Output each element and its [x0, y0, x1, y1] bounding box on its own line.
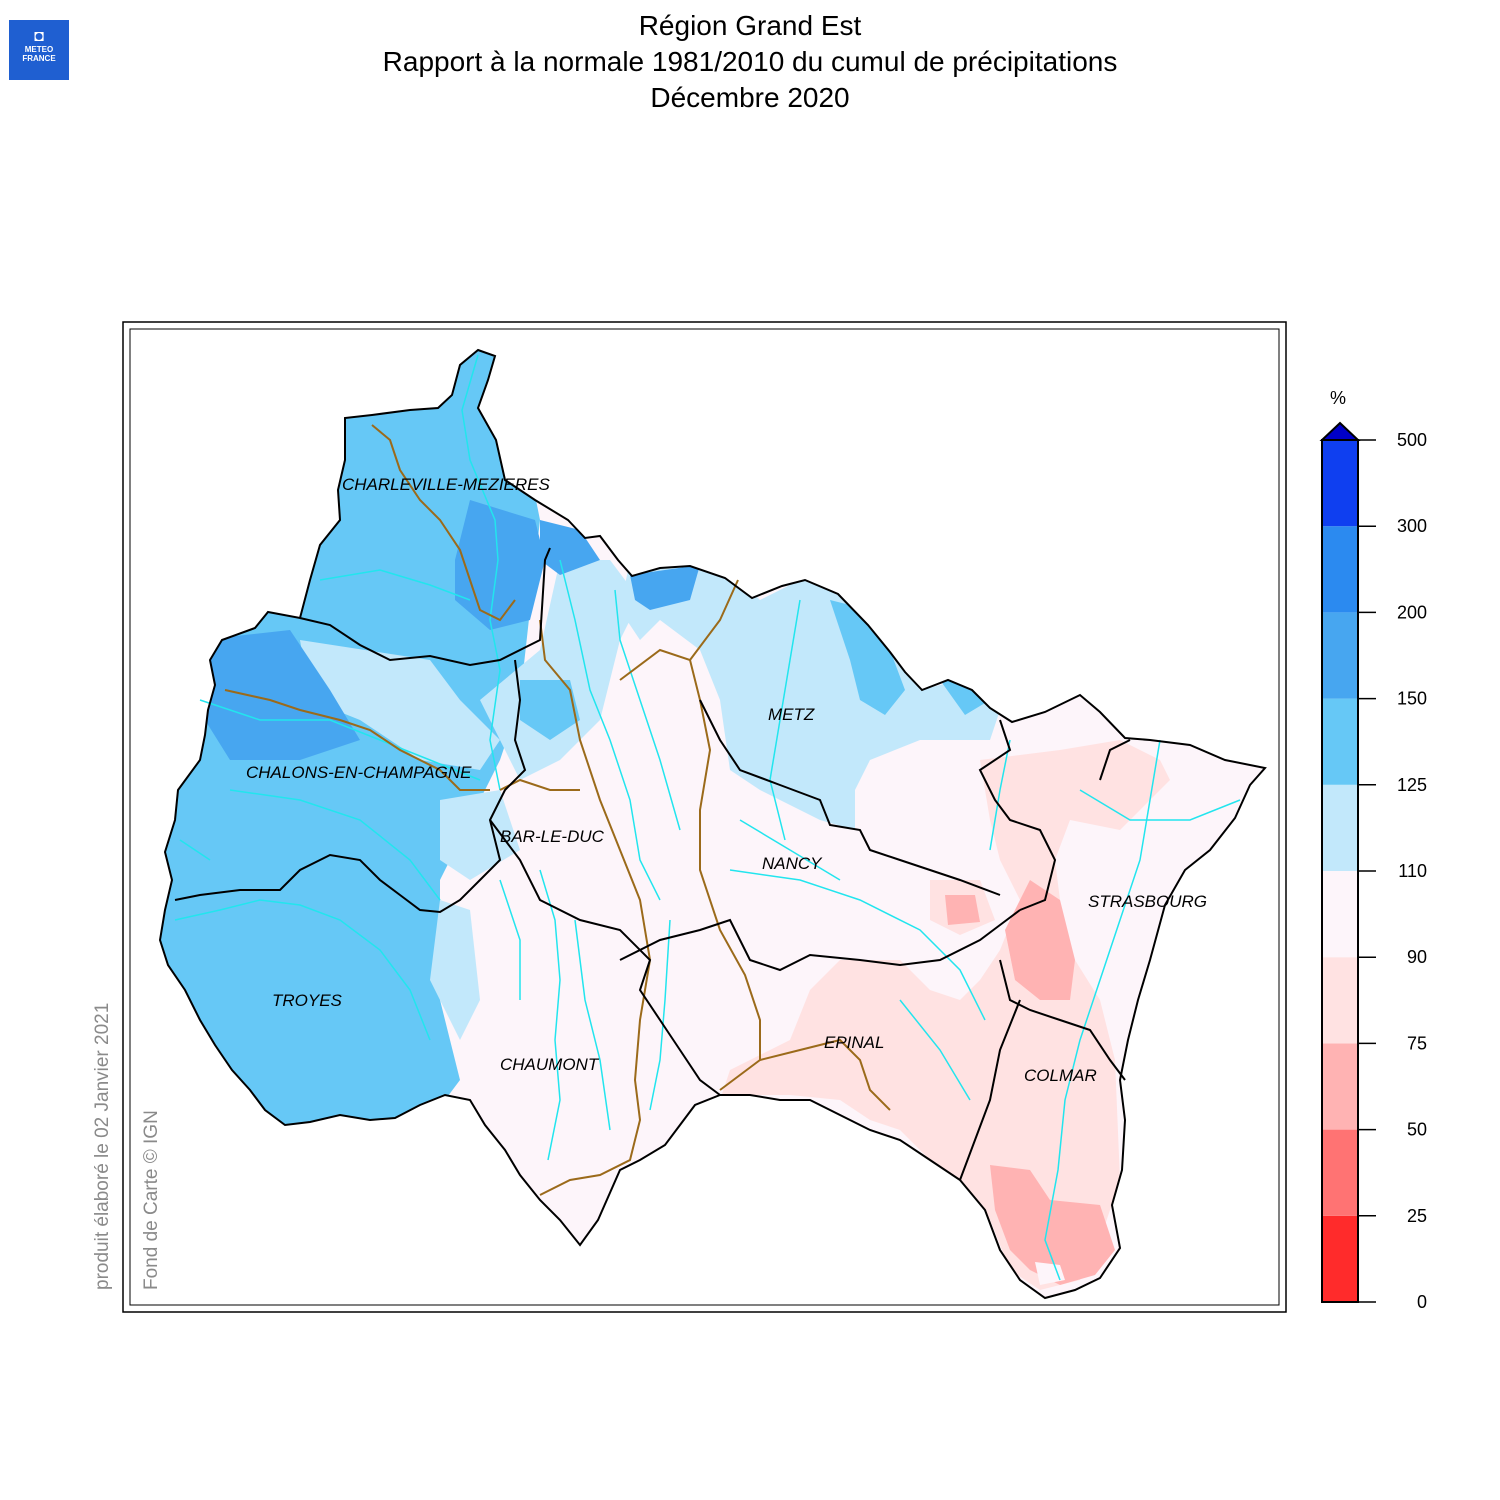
legend-band: [1322, 440, 1358, 527]
legend-tick-label: 200: [1397, 602, 1427, 622]
city-label-metz: METZ: [768, 705, 815, 724]
legend-tick-label: 0: [1417, 1292, 1427, 1312]
logo-text-1: METEO: [24, 45, 54, 54]
city-label-chalons: CHALONS-EN-CHAMPAGNE: [246, 763, 472, 782]
rivers: [174, 354, 1241, 1281]
title-period: Décembre 2020: [650, 82, 850, 113]
legend-band: [1322, 698, 1358, 785]
legend-tick-label: 25: [1407, 1206, 1427, 1226]
legend-tick-label: 300: [1397, 516, 1427, 536]
legend-tick-label: 500: [1397, 430, 1427, 450]
title-region: Région Grand Est: [638, 10, 862, 41]
legend-tick-label: 75: [1407, 1033, 1427, 1053]
legend-band: [1322, 612, 1358, 699]
legend-band: [1322, 784, 1358, 871]
city-label-bar-le-duc: BAR-LE-DUC: [500, 827, 605, 846]
map-title: Région Grand Est Rapport à la normale 19…: [0, 8, 1500, 116]
meteo-france-logo: ◘ METEO FRANCE: [9, 20, 69, 80]
legend-tick-label: 90: [1407, 947, 1427, 967]
legend-tick-label: 125: [1397, 775, 1427, 795]
map-frame: [122, 321, 1287, 1313]
legend-tick-label: 110: [1398, 861, 1427, 881]
city-label-epinal: EPINAL: [824, 1033, 884, 1052]
legend-band: [1322, 1043, 1358, 1130]
city-label-troyes: TROYES: [272, 991, 343, 1010]
precipitation-field: [160, 350, 1265, 1298]
logo-text-2: FRANCE: [22, 54, 56, 63]
city-label-chaumont: CHAUMONT: [500, 1055, 600, 1074]
city-labels: CHARLEVILLE-MEZIERES METZ CHALONS-EN-CHA…: [246, 475, 1207, 1085]
legend-band: [1322, 957, 1358, 1044]
city-label-charleville: CHARLEVILLE-MEZIERES: [342, 475, 550, 494]
legend-band: [1322, 1129, 1358, 1216]
legend-overflow-arrow: [1319, 421, 1361, 441]
legend-band: [1322, 871, 1358, 958]
legend-band: [1322, 526, 1358, 613]
legend-band: [1322, 1215, 1358, 1302]
city-label-strasbourg: STRASBOURG: [1088, 892, 1207, 911]
city-label-colmar: COLMAR: [1024, 1066, 1097, 1085]
legend-tick-label: 50: [1407, 1120, 1427, 1140]
legend-unit: %: [1330, 388, 1346, 408]
legend-tick-label: 150: [1397, 689, 1427, 709]
region-boundaries: [159, 349, 1266, 1299]
city-label-nancy: NANCY: [762, 854, 823, 873]
title-description: Rapport à la normale 1981/2010 du cumul …: [382, 46, 1118, 77]
legend-colorbar: % 0 25 50 75 90 110 125 150 200 300 500: [1319, 388, 1427, 1312]
logo-mark-icon: ◘: [34, 28, 44, 45]
